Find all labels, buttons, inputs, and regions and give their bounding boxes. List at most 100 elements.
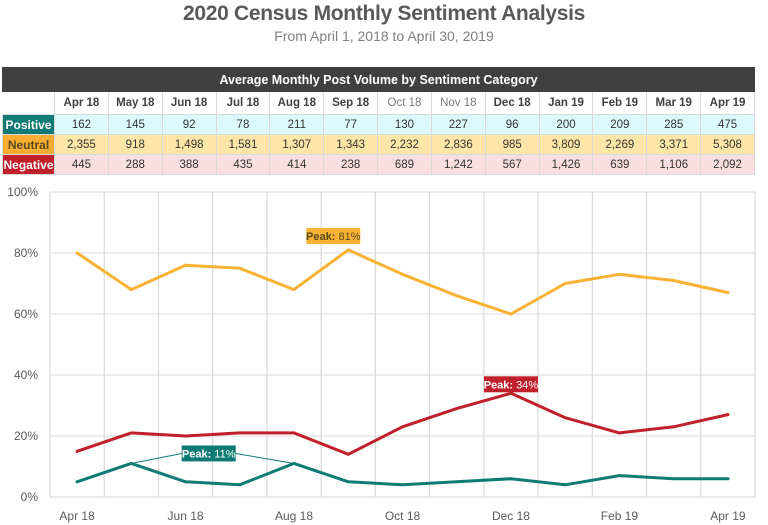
- data-point-neutral: [346, 248, 350, 252]
- table-cell: 145: [107, 114, 163, 135]
- chart-series: [75, 248, 730, 487]
- table-cell: 130: [377, 114, 432, 135]
- month-header-cell: Dec 18: [484, 91, 540, 115]
- month-header-cell: Apr 19: [700, 91, 755, 115]
- table-cell: 3,809: [538, 134, 594, 155]
- table-cell: 96: [484, 114, 540, 135]
- table-cell: 1,343: [323, 134, 379, 155]
- peak-label-positive: Peak: 11%: [182, 448, 236, 460]
- data-point-neutral: [292, 288, 296, 292]
- data-point-negative: [401, 425, 404, 429]
- y-tick-label: 0%: [21, 490, 39, 504]
- table-cell: 435: [215, 154, 271, 175]
- table-row-neutral: Neutral 2,355 918 1,498 1,581 1,307 1,343 2,232…: [2, 134, 755, 155]
- peak-label-neutral: Peak: 81%: [306, 231, 361, 243]
- table-cell: 2,232: [377, 134, 432, 155]
- month-header-cell: Jul 18: [215, 91, 271, 115]
- table-cell: 2,269: [592, 134, 648, 155]
- table-cell: 475: [700, 114, 755, 135]
- data-point-negative: [509, 391, 513, 395]
- data-point-negative: [346, 452, 350, 456]
- table-cell: 2,355: [54, 134, 109, 155]
- data-point-negative: [238, 431, 242, 435]
- peak-label-value: 81%: [338, 231, 360, 243]
- row-label: Neutral: [2, 134, 55, 155]
- table-cell: 238: [323, 154, 379, 175]
- table-cell: 285: [646, 114, 702, 135]
- data-point-positive: [238, 483, 242, 487]
- table-cell: 288: [107, 154, 163, 175]
- table-cell: 77: [323, 114, 379, 135]
- table-cell: 92: [161, 114, 217, 135]
- y-tick-label: 80%: [14, 246, 38, 260]
- data-point-positive: [346, 480, 350, 484]
- table-cell: 414: [269, 154, 325, 175]
- peak-label-prefix: Peak:: [182, 448, 214, 460]
- table-row-positive: Positive 162 145 92 78 211 77 130 227 96 200 209 285…: [2, 114, 755, 135]
- x-tick-label: Feb 19: [601, 509, 639, 523]
- x-tick-label: Apr 19: [710, 509, 746, 523]
- data-point-neutral: [672, 278, 676, 282]
- y-tick-label: 20%: [14, 429, 38, 443]
- peak-label-prefix: Peak:: [484, 379, 516, 391]
- x-tick-label: Oct 18: [385, 509, 421, 523]
- table-cell: 918: [107, 134, 163, 155]
- table-cell: 985: [484, 134, 540, 155]
- table-cell: 1,106: [646, 154, 702, 175]
- x-tick-label: Aug 18: [275, 509, 313, 523]
- row-label: Negative: [2, 154, 55, 175]
- x-tick-label: Dec 18: [492, 509, 530, 523]
- data-point-positive: [726, 477, 730, 481]
- sentiment-line-chart: 0% 20% 40% 60% 80% 100% Apr 18 Jun 18 Aug 18 Oct …: [7, 185, 756, 523]
- table-cell: 567: [484, 154, 540, 175]
- data-point-negative: [726, 413, 730, 417]
- table-cell: 227: [430, 114, 486, 135]
- data-point-positive: [509, 477, 513, 481]
- data-point-neutral: [184, 263, 188, 267]
- data-point-neutral: [726, 291, 730, 295]
- data-point-neutral: [455, 294, 459, 298]
- y-tick-label: 100%: [7, 185, 38, 199]
- table-cell: 2,092: [700, 154, 755, 175]
- month-header-cell: Apr 18: [54, 91, 109, 115]
- data-point-positive: [455, 480, 459, 484]
- peak-label-box-negative: [483, 376, 538, 393]
- annotation-leader-line: [235, 452, 295, 464]
- peak-label-value: 34%: [516, 379, 538, 391]
- month-header-cell: Jun 18: [161, 91, 217, 115]
- data-point-positive: [672, 477, 676, 481]
- data-point-neutral: [617, 272, 621, 276]
- data-point-positive: [617, 474, 621, 478]
- data-point-neutral: [238, 266, 242, 270]
- table-row-negative: Negative 445 288 388 435 414 238 689 1,242 567 1,4…: [2, 154, 755, 175]
- series-line-positive: [75, 461, 730, 487]
- chart-grid: [49, 191, 756, 498]
- data-point-neutral: [75, 251, 79, 255]
- peak-label-box-neutral: [306, 227, 361, 244]
- table-cell: 78: [215, 114, 271, 135]
- x-tick-label: Apr 18: [59, 509, 95, 523]
- month-header-cell: Feb 19: [592, 91, 648, 115]
- data-point-neutral: [563, 282, 567, 285]
- series-line-negative: [75, 391, 730, 456]
- data-point-negative: [617, 431, 621, 435]
- data-point-negative: [75, 449, 79, 453]
- data-point-positive: [75, 480, 79, 484]
- x-tick-label: Jun 18: [168, 509, 204, 523]
- y-tick-label: 40%: [14, 368, 38, 382]
- peak-label-negative: Peak: 34%: [484, 379, 539, 391]
- month-header-cell: Aug 18: [269, 91, 325, 115]
- table-banner: Average Monthly Post Volume by Sentiment…: [2, 67, 755, 92]
- peak-label-box-positive: [181, 445, 236, 462]
- data-point-negative: [563, 416, 567, 420]
- peak-label-prefix: Peak:: [306, 231, 338, 243]
- data-point-negative: [672, 425, 676, 429]
- data-point-negative: [455, 407, 459, 411]
- table-cell: 200: [538, 114, 594, 135]
- data-point-negative: [184, 434, 188, 438]
- table-cell: 1,426: [538, 154, 594, 175]
- table-cell: 1,307: [269, 134, 325, 155]
- table-cell: 639: [592, 154, 648, 175]
- month-header-cell: May 18: [107, 91, 163, 115]
- data-point-positive: [401, 483, 404, 487]
